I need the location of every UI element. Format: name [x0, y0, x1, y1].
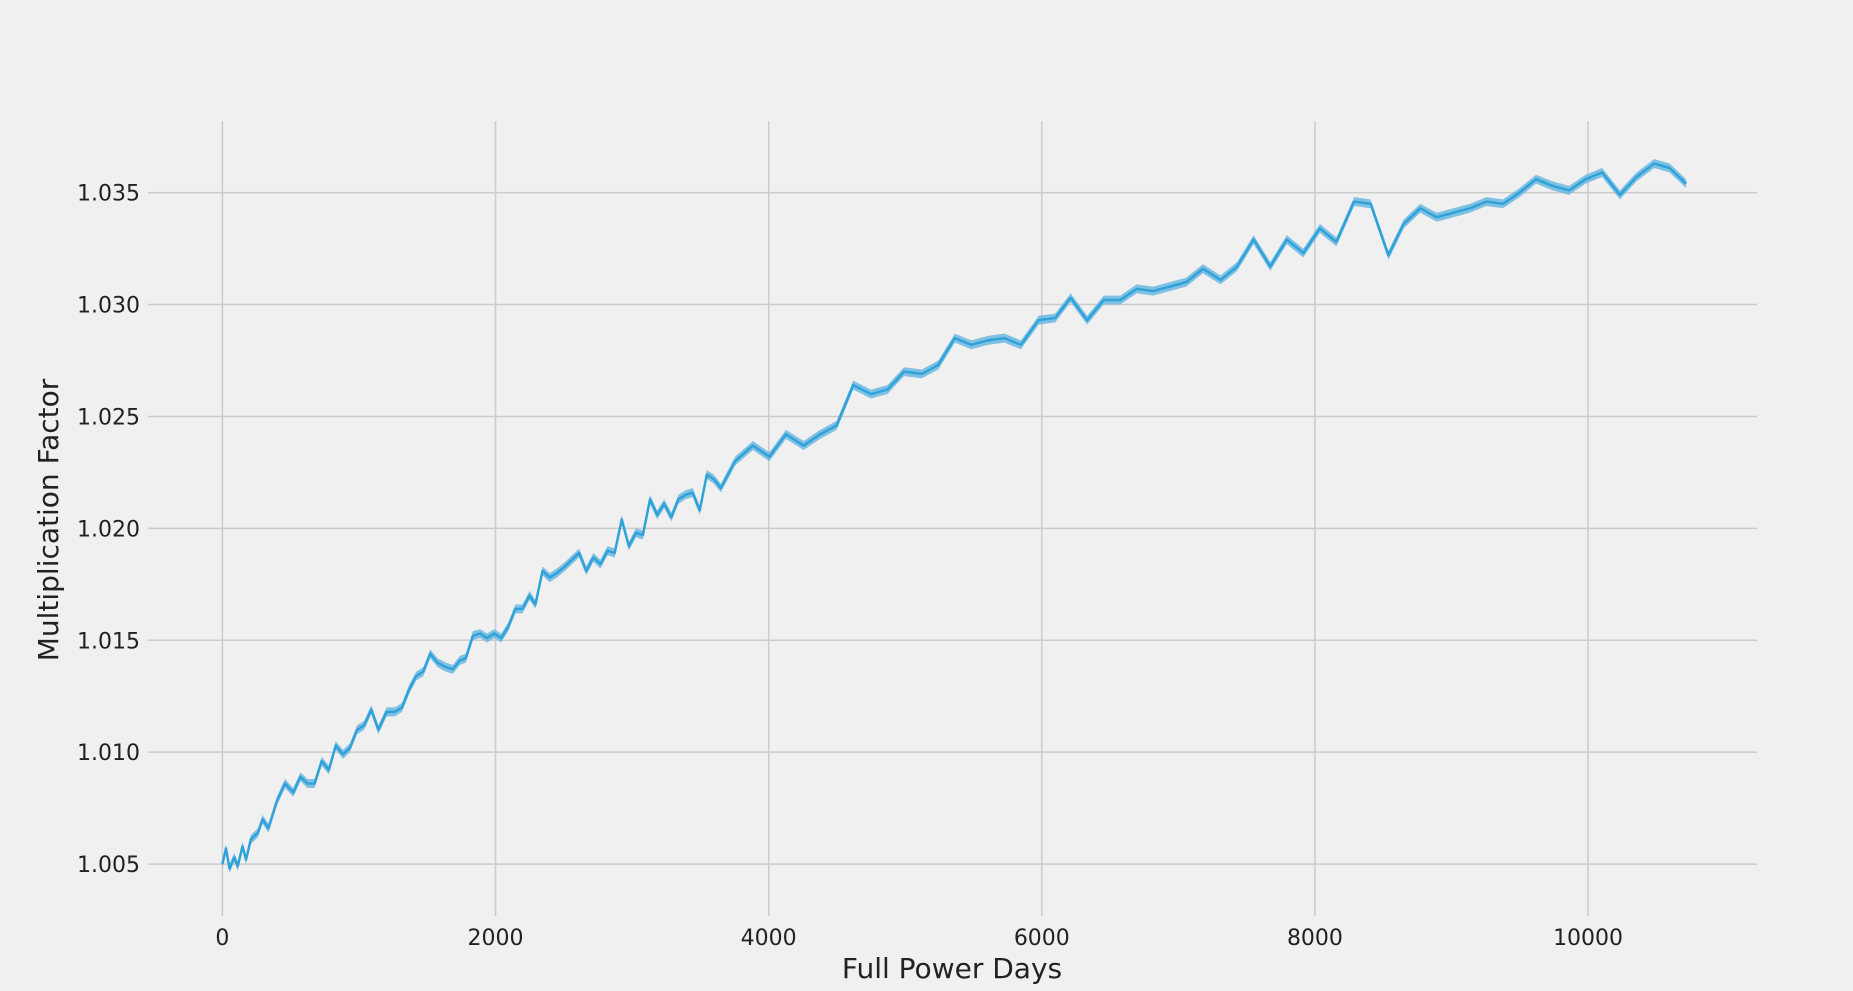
y-tick-label: 1.030	[77, 294, 140, 319]
y-tick-label: 1.020	[77, 517, 140, 542]
x-axis-label: Full Power Days	[842, 952, 1062, 985]
line	[221, 162, 1687, 870]
x-tick-label: 2000	[468, 926, 524, 951]
x-tick-label: 10000	[1553, 926, 1623, 951]
y-axis-label: Multiplication Factor	[32, 378, 65, 661]
y-tick-label: 1.015	[77, 629, 140, 654]
y-tick-label: 1.035	[77, 182, 140, 207]
y-tick-label: 1.010	[77, 741, 140, 766]
x-tick-label: 8000	[1287, 926, 1343, 951]
x-tick-label: 0	[215, 926, 229, 951]
x-tick-label: 4000	[741, 926, 797, 951]
error-band	[222, 159, 1687, 874]
y-tick-label: 1.005	[77, 853, 140, 878]
y-tick-label: 1.025	[77, 405, 140, 430]
x-tick-label: 6000	[1014, 926, 1070, 951]
